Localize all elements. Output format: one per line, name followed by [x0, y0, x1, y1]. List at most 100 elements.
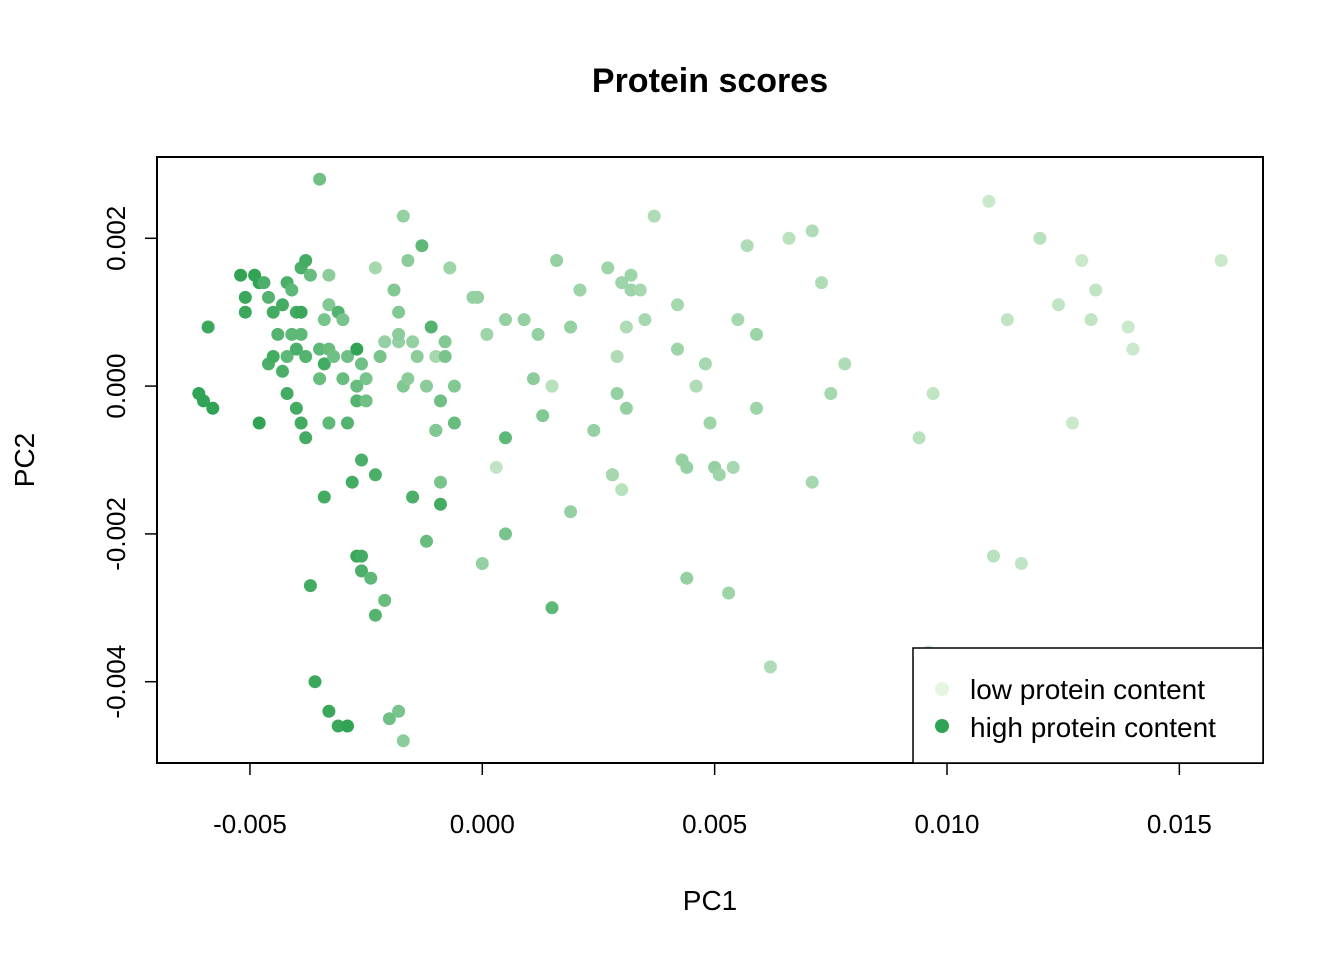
- data-point: [303, 268, 317, 282]
- data-point: [671, 298, 684, 312]
- data-point: [1214, 254, 1228, 267]
- data-point: [252, 416, 266, 430]
- data-point: [1052, 298, 1065, 312]
- legend-marker-high: [935, 719, 949, 733]
- data-point: [438, 350, 452, 363]
- data-point: [722, 586, 736, 600]
- data-point: [1033, 231, 1047, 245]
- data-point: [489, 460, 503, 474]
- data-point: [280, 350, 294, 363]
- data-point: [689, 379, 703, 393]
- data-point: [815, 276, 828, 290]
- data-point: [201, 320, 215, 334]
- data-point: [475, 557, 489, 570]
- data-point: [429, 350, 443, 363]
- data-point: [619, 320, 633, 334]
- data-point: [480, 327, 494, 341]
- y-tick-label: -0.004: [101, 645, 131, 719]
- data-point: [420, 534, 433, 548]
- data-point: [438, 335, 452, 349]
- data-point: [987, 549, 1000, 563]
- data-point: [531, 327, 545, 341]
- data-point: [740, 239, 754, 253]
- data-point: [238, 305, 252, 319]
- data-point: [322, 268, 336, 282]
- data-point: [401, 372, 415, 386]
- data-point: [206, 401, 220, 415]
- data-point: [782, 231, 796, 245]
- legend-label-high: high protein content: [970, 712, 1216, 743]
- data-point: [355, 564, 368, 578]
- x-axis: -0.005 0.000 0.005 0.010 0.015: [213, 762, 1212, 839]
- legend: low protein content high protein content: [912, 647, 1264, 764]
- data-point: [359, 394, 373, 408]
- data-point: [341, 416, 354, 430]
- data-point: [805, 475, 819, 489]
- data-point: [443, 261, 457, 275]
- x-tick-label: 0.000: [450, 809, 515, 839]
- data-point: [238, 290, 252, 304]
- y-tick-label: 0.000: [101, 354, 131, 419]
- data-point: [671, 342, 684, 356]
- data-point: [336, 372, 350, 386]
- data-point: [447, 379, 461, 393]
- data-point: [266, 350, 280, 363]
- data-point: [1066, 416, 1079, 430]
- data-point: [313, 372, 327, 386]
- data-point: [615, 483, 629, 497]
- data-point: [368, 261, 382, 275]
- data-point: [471, 290, 485, 304]
- data-point: [285, 327, 299, 341]
- data-point: [401, 254, 415, 267]
- data-point: [601, 261, 615, 275]
- data-point: [285, 283, 299, 297]
- data-point: [406, 335, 420, 349]
- chart-title: Protein scores: [592, 62, 828, 100]
- data-point: [434, 394, 447, 408]
- data-point: [392, 327, 406, 341]
- data-point: [912, 431, 926, 445]
- data-point: [550, 254, 564, 267]
- data-point: [276, 298, 289, 312]
- data-point: [392, 704, 406, 718]
- data-point: [415, 239, 429, 253]
- data-point: [382, 712, 396, 726]
- data-point: [1084, 313, 1098, 327]
- data-point: [573, 283, 587, 297]
- data-point: [313, 172, 327, 186]
- data-point: [336, 313, 350, 327]
- y-axis-label: PC2: [9, 433, 40, 487]
- data-point: [257, 276, 271, 290]
- data-point: [703, 416, 717, 430]
- data-point: [434, 497, 447, 511]
- data-point: [638, 313, 652, 327]
- data-point: [1014, 557, 1028, 570]
- data-point: [294, 305, 308, 319]
- data-point: [350, 379, 364, 393]
- data-point: [587, 423, 601, 437]
- data-point: [327, 350, 341, 363]
- data-point: [262, 290, 275, 304]
- x-tick-label: 0.010: [914, 809, 979, 839]
- data-point: [331, 719, 345, 733]
- data-point: [499, 313, 512, 327]
- y-tick-label: -0.002: [101, 497, 131, 571]
- data-point: [517, 313, 531, 327]
- data-point: [280, 387, 294, 400]
- data-point: [308, 675, 322, 689]
- data-point: [396, 734, 410, 748]
- data-point: [1089, 283, 1103, 297]
- x-tick-label: -0.005: [213, 809, 287, 839]
- data-point: [373, 350, 387, 363]
- data-point: [364, 571, 378, 585]
- data-point: [545, 601, 559, 615]
- data-point: [424, 320, 438, 334]
- data-point: [680, 571, 694, 585]
- data-point: [359, 372, 373, 386]
- legend-box: [912, 647, 1264, 764]
- data-point: [313, 342, 327, 356]
- data-point: [805, 224, 819, 238]
- data-point: [317, 490, 331, 504]
- data-point: [712, 468, 726, 482]
- data-point: [605, 468, 619, 482]
